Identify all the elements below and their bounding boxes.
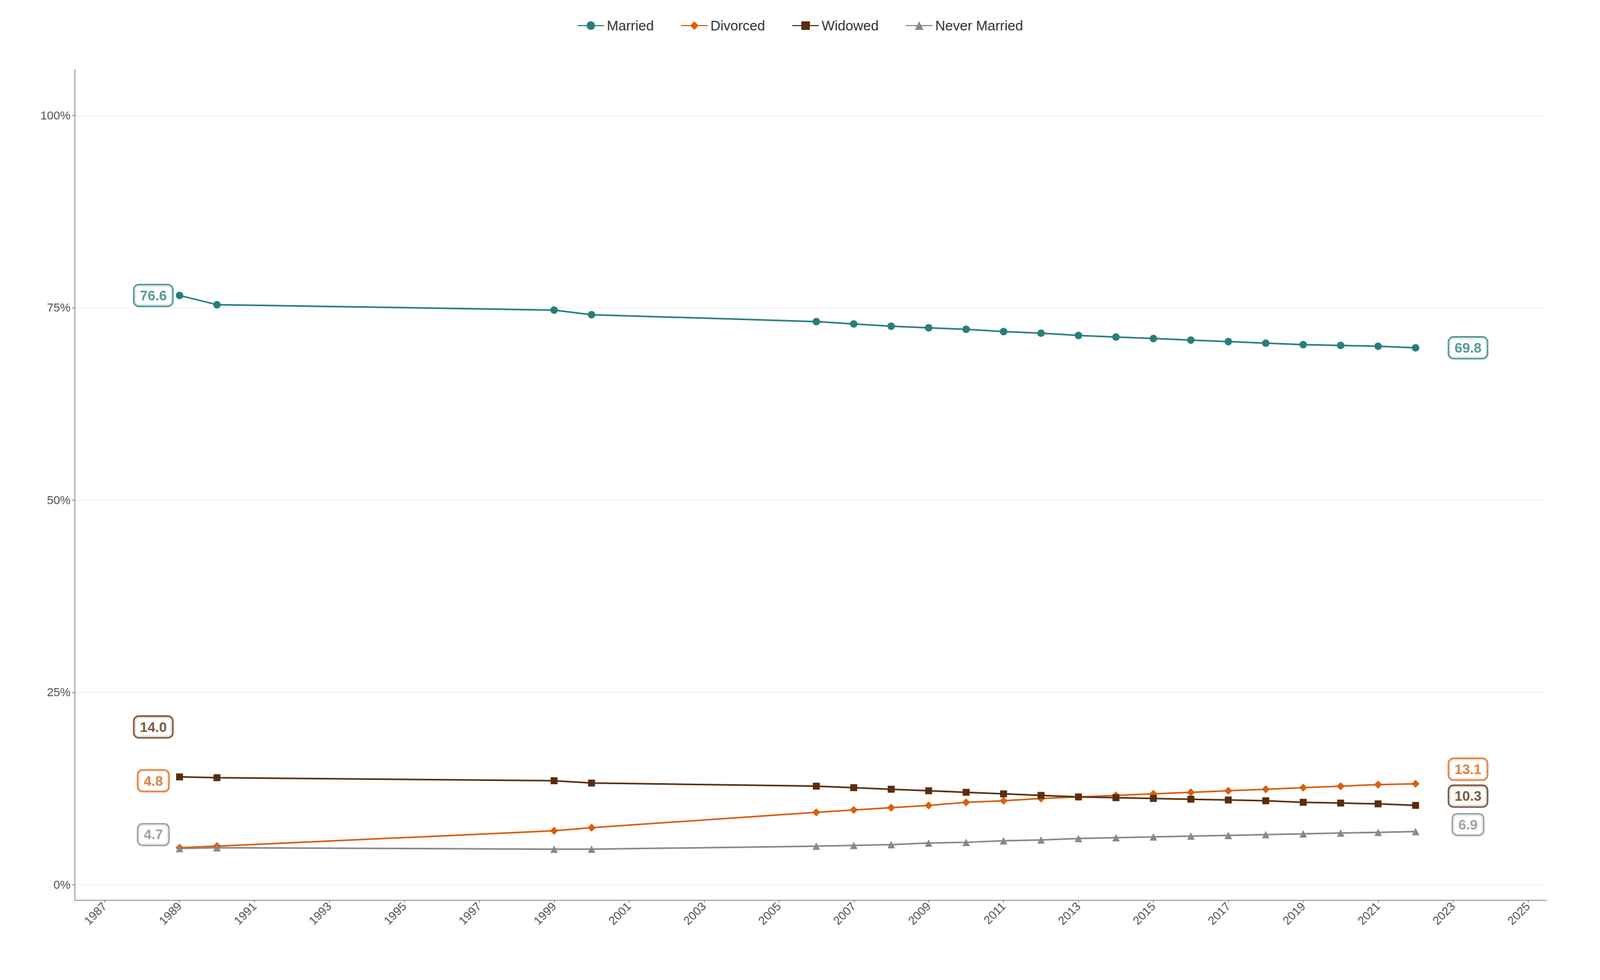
- svg-text:13.1: 13.1: [1454, 761, 1482, 778]
- svg-text:2009: 2009: [905, 899, 934, 927]
- svg-text:2023: 2023: [1429, 899, 1458, 927]
- svg-text:2025: 2025: [1504, 899, 1533, 927]
- svg-text:10.3: 10.3: [1454, 787, 1482, 804]
- svg-text:6.9: 6.9: [1458, 816, 1478, 833]
- svg-text:76.6: 76.6: [139, 287, 167, 304]
- svg-text:2017: 2017: [1205, 899, 1234, 927]
- svg-text:2015: 2015: [1130, 899, 1158, 927]
- svg-text:Married: Married: [606, 17, 654, 34]
- svg-text:2007: 2007: [830, 899, 859, 927]
- svg-text:1995: 1995: [381, 899, 410, 927]
- svg-text:2013: 2013: [1055, 899, 1084, 927]
- svg-text:1997: 1997: [456, 899, 484, 927]
- svg-text:50%: 50%: [46, 493, 71, 507]
- svg-text:2011: 2011: [980, 899, 1008, 927]
- svg-text:4.7: 4.7: [143, 826, 163, 843]
- svg-text:2005: 2005: [755, 899, 784, 927]
- svg-text:4.8: 4.8: [143, 772, 163, 789]
- svg-text:14.0: 14.0: [139, 718, 167, 735]
- svg-text:2019: 2019: [1280, 899, 1308, 927]
- svg-text:2021: 2021: [1355, 899, 1383, 927]
- svg-text:69.8: 69.8: [1454, 339, 1482, 356]
- svg-text:1991: 1991: [231, 899, 260, 927]
- svg-text:75%: 75%: [46, 300, 71, 315]
- svg-text:25%: 25%: [46, 685, 71, 699]
- svg-text:2001: 2001: [605, 899, 634, 927]
- svg-text:2003: 2003: [680, 899, 709, 927]
- svg-text:Divorced: Divorced: [710, 17, 766, 34]
- svg-text:1989: 1989: [156, 899, 184, 927]
- svg-text:1993: 1993: [306, 899, 334, 927]
- svg-text:100%: 100%: [40, 108, 71, 123]
- svg-text:Widowed: Widowed: [821, 17, 879, 34]
- svg-text:1999: 1999: [530, 899, 559, 927]
- svg-text:Never Married: Never Married: [934, 17, 1023, 34]
- svg-text:0%: 0%: [53, 877, 71, 892]
- svg-text:1987: 1987: [81, 899, 110, 927]
